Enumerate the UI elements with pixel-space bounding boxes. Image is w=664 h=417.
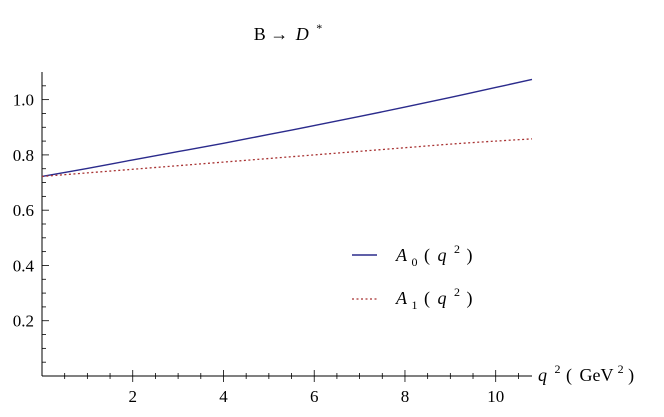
legend-label-a0: A 0 ( q 2 ) — [395, 237, 473, 270]
y-ticks: 0.2 0.4 0.6 0.8 1.0 — [13, 85, 49, 363]
y-tick-label: 1.0 — [13, 91, 34, 110]
x-tick-label: 4 — [219, 387, 228, 406]
legend-label-a1: A 1 ( q 2 ) — [395, 280, 473, 313]
x-ticks: 2 4 6 8 10 — [64, 370, 519, 406]
title-superscript: * — [316, 21, 322, 35]
y-tick-label: 0.4 — [13, 256, 35, 275]
series-a0-line — [41, 78, 533, 178]
legend: A 0 ( q 2 ) A 1 ( q 2 ) — [352, 237, 473, 313]
series-a1-line — [41, 138, 533, 178]
y-tick-label: 0.8 — [13, 146, 34, 165]
y-tick-label: 0.6 — [13, 201, 34, 220]
x-axis-label: q 2 ( GeV 2 ) — [538, 357, 634, 386]
x-tick-label: 8 — [401, 387, 410, 406]
x-tick-label: 2 — [128, 387, 137, 406]
y-tick-label: 0.2 — [13, 312, 34, 331]
title-prefix: B → — [254, 24, 289, 44]
title-particle: D — [295, 24, 309, 44]
x-tick-label: 10 — [487, 387, 504, 406]
chart-title: B → D * — [254, 21, 323, 44]
x-tick-label: 6 — [310, 387, 319, 406]
